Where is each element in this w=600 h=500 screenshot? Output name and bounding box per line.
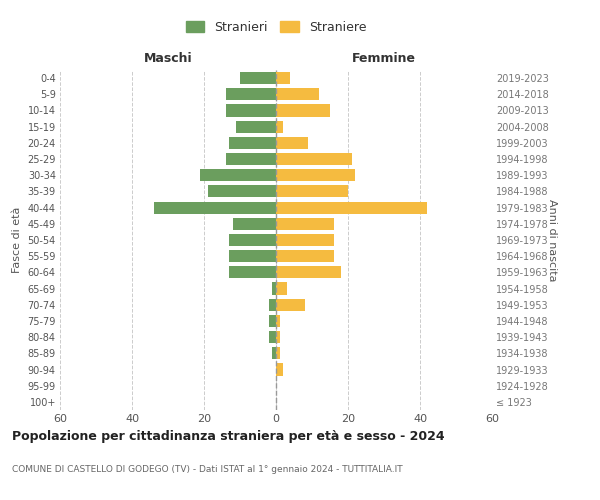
Bar [229, 234, 276, 246]
Bar [226, 153, 276, 165]
Y-axis label: Fasce di età: Fasce di età [12, 207, 22, 273]
Bar [276, 120, 283, 132]
Bar [276, 186, 348, 198]
Bar [276, 137, 308, 149]
Bar [276, 364, 283, 376]
Bar [276, 72, 290, 84]
Bar [226, 88, 276, 101]
Bar [276, 315, 280, 327]
Legend: Stranieri, Straniere: Stranieri, Straniere [183, 18, 369, 36]
Bar [276, 250, 334, 262]
Bar [276, 266, 341, 278]
Bar [240, 72, 276, 84]
Bar [276, 218, 334, 230]
Text: Maschi: Maschi [143, 52, 193, 65]
Bar [276, 169, 355, 181]
Text: Femmine: Femmine [352, 52, 416, 65]
Bar [276, 348, 280, 360]
Bar [269, 298, 276, 311]
Bar [276, 298, 305, 311]
Bar [200, 169, 276, 181]
Text: COMUNE DI CASTELLO DI GODEGO (TV) - Dati ISTAT al 1° gennaio 2024 - TUTTITALIA.I: COMUNE DI CASTELLO DI GODEGO (TV) - Dati… [12, 465, 403, 474]
Bar [229, 250, 276, 262]
Bar [272, 348, 276, 360]
Bar [276, 331, 280, 343]
Y-axis label: Anni di nascita: Anni di nascita [547, 198, 557, 281]
Bar [269, 331, 276, 343]
Bar [226, 104, 276, 117]
Text: Popolazione per cittadinanza straniera per età e sesso - 2024: Popolazione per cittadinanza straniera p… [12, 430, 445, 443]
Bar [236, 120, 276, 132]
Bar [229, 266, 276, 278]
Bar [229, 137, 276, 149]
Bar [276, 234, 334, 246]
Bar [233, 218, 276, 230]
Bar [276, 282, 287, 294]
Bar [272, 282, 276, 294]
Bar [154, 202, 276, 213]
Bar [276, 153, 352, 165]
Bar [208, 186, 276, 198]
Bar [276, 202, 427, 213]
Bar [269, 315, 276, 327]
Bar [276, 104, 330, 117]
Bar [276, 88, 319, 101]
